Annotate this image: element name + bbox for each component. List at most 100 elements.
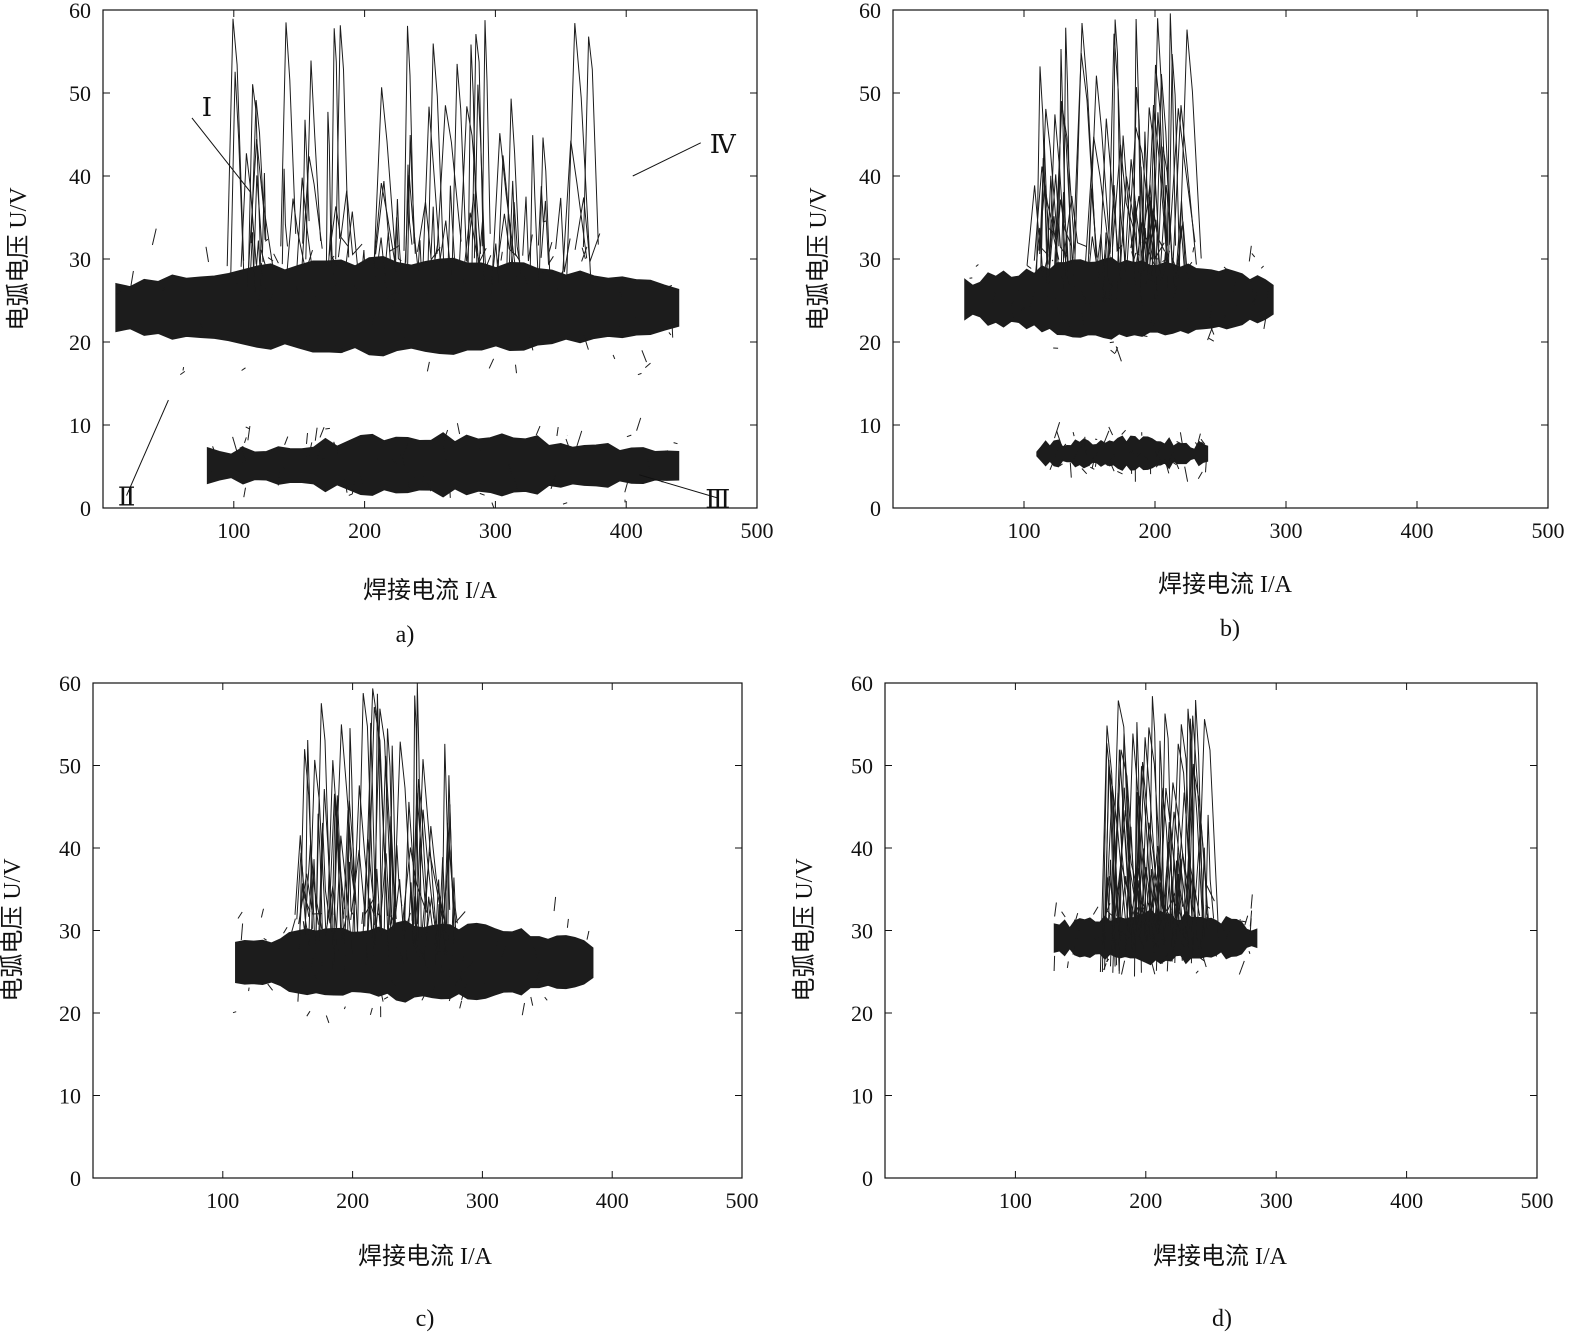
band-trace	[626, 434, 632, 438]
spike-line	[415, 759, 438, 949]
y-axis-label: 电弧电压 U/V	[0, 858, 26, 1002]
spike-line	[1183, 875, 1208, 949]
spike-line	[298, 749, 316, 972]
spike-line	[1134, 792, 1142, 928]
panel-c: 100 200 300 400 500 0 10 20 30 40 50 60 焊接电流 I/A 电弧电压…	[0, 671, 759, 1332]
band-trace	[479, 492, 485, 496]
spike-line	[403, 175, 419, 284]
x-tick-label: 400	[1390, 1188, 1423, 1213]
y-tick-label: 60	[859, 0, 881, 23]
plot-frame	[102, 9, 758, 509]
annotation-label: Ⅱ	[118, 483, 136, 512]
y-tick-label: 20	[69, 330, 91, 355]
spike-line	[490, 243, 506, 295]
band-trace	[212, 446, 216, 453]
band-trace	[521, 1002, 525, 1016]
band-trace	[1094, 450, 1099, 467]
band-trace	[665, 450, 669, 452]
band-trace	[541, 271, 544, 274]
series-spikes	[294, 683, 466, 980]
band-trace	[443, 446, 447, 462]
band-trace	[624, 481, 629, 493]
band-trace	[391, 459, 398, 465]
band-trace	[1109, 341, 1114, 344]
spike-line	[1063, 195, 1087, 259]
band-trace	[321, 314, 323, 331]
spike-line	[1204, 814, 1215, 942]
plot-area	[964, 13, 1274, 482]
band-trace	[151, 228, 157, 246]
band-trace	[644, 362, 651, 368]
band-trace	[1225, 929, 1231, 940]
band-trace	[673, 442, 678, 445]
band-trace	[1221, 314, 1226, 320]
spike-line	[1149, 64, 1168, 274]
band-trace	[248, 987, 250, 992]
band-trace	[237, 911, 243, 919]
band-trace	[550, 473, 557, 490]
spike-line	[333, 724, 356, 916]
x-tick-label: 100	[206, 1188, 239, 1213]
spike-line	[298, 883, 310, 949]
band-trace	[458, 975, 465, 985]
spike-line	[1175, 225, 1191, 295]
band-trace	[282, 466, 286, 470]
band-trace	[459, 1000, 463, 1009]
band-trace	[247, 426, 251, 441]
spike-line	[1101, 232, 1114, 309]
y-tick-label: 50	[851, 754, 873, 779]
spike-line	[373, 87, 397, 269]
band-trace	[1179, 432, 1184, 447]
band-trace	[1029, 292, 1035, 308]
band-fill	[206, 432, 680, 498]
band-trace	[1235, 295, 1238, 311]
spike-line	[1150, 887, 1163, 955]
spike-line	[1196, 719, 1220, 947]
band-trace	[209, 470, 216, 477]
band-trace	[1091, 452, 1094, 464]
band-trace	[1194, 442, 1201, 451]
spike-line	[305, 60, 322, 260]
band-trace	[1084, 442, 1087, 455]
spike-line	[497, 155, 514, 283]
band-trace	[325, 1015, 330, 1024]
band-trace	[576, 430, 583, 448]
band-trace	[273, 253, 279, 264]
spike-line	[447, 185, 456, 276]
y-tick-label: 60	[69, 0, 91, 23]
series-spikes	[1099, 696, 1220, 977]
spike-line	[383, 728, 395, 942]
band-trace	[975, 264, 979, 267]
spike-line	[1122, 159, 1147, 296]
band-trace	[1113, 453, 1116, 457]
x-tick-label: 200	[348, 518, 381, 543]
band-trace	[180, 370, 186, 376]
spike-line	[1035, 66, 1048, 305]
spike-line	[314, 813, 324, 971]
spike-line	[1033, 166, 1057, 261]
band-trace	[1117, 470, 1123, 475]
band-trace	[449, 484, 451, 498]
spike-line	[381, 232, 400, 301]
band-trace	[501, 942, 507, 958]
band-trace	[515, 364, 517, 374]
band-trace	[348, 493, 353, 496]
spike-line	[1146, 200, 1159, 265]
spike-line	[1183, 767, 1210, 937]
band-trace	[1253, 291, 1258, 305]
spike-line	[1170, 743, 1193, 949]
spike-line	[240, 153, 257, 267]
band-trace	[402, 442, 409, 459]
spike-line	[367, 722, 377, 920]
band-trace	[636, 417, 642, 431]
band-trace	[1172, 461, 1177, 466]
band-trace	[1173, 456, 1180, 470]
band-trace	[307, 442, 313, 459]
x-tick-label: 300	[466, 1188, 499, 1213]
band-trace	[199, 322, 206, 338]
band-trace	[666, 285, 673, 288]
band-trace	[1066, 961, 1069, 968]
plot-area	[115, 18, 680, 508]
band-trace	[1026, 264, 1032, 269]
band-trace	[1248, 950, 1251, 954]
